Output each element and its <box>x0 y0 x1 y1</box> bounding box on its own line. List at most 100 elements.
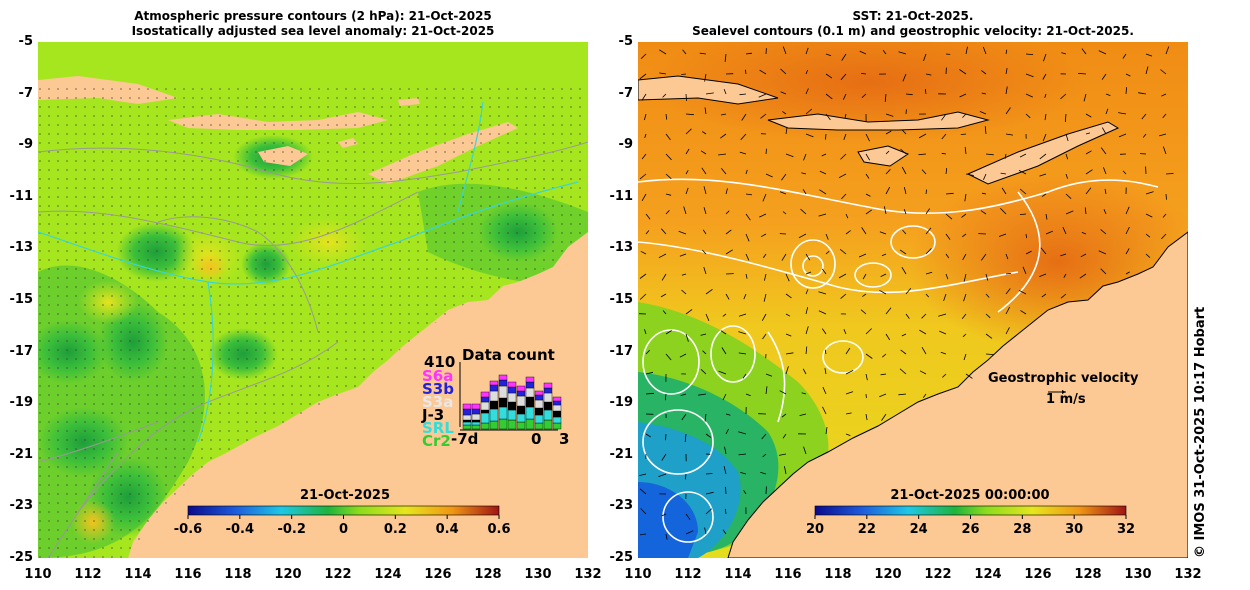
velocity-arrow <box>1085 187 1092 195</box>
velocity-arrow <box>979 111 987 115</box>
velocity-arrow <box>1162 213 1167 218</box>
velocity-arrow <box>705 433 712 438</box>
velocity-arrow <box>665 330 672 335</box>
velocity-arrow <box>838 273 847 279</box>
x-axis-label: 132 <box>1174 567 1202 582</box>
velocity-arrow <box>859 50 867 55</box>
colorbar-tick-label: 0.2 <box>383 522 407 537</box>
data-count-bar <box>534 422 544 430</box>
velocity-arrow <box>805 88 809 95</box>
velocity-arrow <box>720 167 727 175</box>
velocity-arrow <box>1105 93 1111 96</box>
velocity-arrow <box>985 293 990 298</box>
land-sumbawa-flores <box>767 111 990 131</box>
velocity-arrow <box>1078 73 1087 75</box>
data-count-bar <box>471 424 481 430</box>
data-count-bar <box>516 405 526 415</box>
velocity-arrow <box>1025 53 1034 55</box>
velocity-arrow <box>639 73 647 80</box>
velocity-arrow <box>1142 133 1147 138</box>
velocity-arrow <box>885 130 892 135</box>
x-axis-label: 120 <box>274 567 302 582</box>
velocity-arrow <box>925 293 930 298</box>
velocity-arrow <box>703 186 707 195</box>
velocity-arrow <box>865 373 868 381</box>
velocity-arrow <box>961 213 967 218</box>
velocity-arrow <box>1161 93 1167 97</box>
velocity-arrow <box>681 413 687 421</box>
velocity-arrow <box>1005 107 1011 115</box>
velocity-arrow <box>1100 268 1107 275</box>
velocity-arrow <box>1063 273 1067 278</box>
colorbar-tick-label: -0.2 <box>277 522 306 537</box>
velocity-arrow <box>845 433 851 436</box>
x-axis-label: 118 <box>224 567 252 582</box>
velocity-arrow <box>738 431 747 435</box>
x-axis-label: 122 <box>924 567 952 582</box>
velocity-arrow <box>945 273 949 280</box>
pressure-contours <box>38 141 588 558</box>
velocity-arrow <box>701 167 707 175</box>
velocity-arrow <box>1101 73 1107 80</box>
velocity-arrow <box>1141 113 1147 120</box>
velocity-arrow <box>885 150 890 155</box>
data-count-bar <box>525 406 535 420</box>
velocity-arrow <box>720 113 727 116</box>
velocity-arrow <box>861 73 867 75</box>
velocity-arrow <box>644 133 647 139</box>
velocity-arrow <box>901 166 907 175</box>
velocity-arrow <box>705 288 713 295</box>
velocity-arrow <box>923 53 927 61</box>
velocity-arrow <box>745 69 747 75</box>
velocity-arrow <box>743 490 747 495</box>
velocity-arrow <box>745 169 748 175</box>
velocity-arrow <box>658 253 667 259</box>
velocity-arrow <box>985 273 989 281</box>
velocity-arrow <box>705 508 712 515</box>
velocity-arrow <box>782 46 787 55</box>
velocity-arrow <box>822 386 827 395</box>
velocity-arrow <box>1065 153 1069 160</box>
velocity-arrow <box>943 293 947 302</box>
velocity-arrow <box>919 329 927 335</box>
velocity-arrow <box>825 133 827 140</box>
data-count-bar <box>480 391 490 398</box>
velocity-arrow <box>725 249 733 255</box>
data-count-axis-zero: 0 <box>531 430 542 448</box>
right-title-line2: Sealevel contours (0.1 m) and geostrophi… <box>692 24 1134 38</box>
velocity-arrow <box>818 310 827 315</box>
y-axis-label: -25 <box>609 550 634 565</box>
land-timor <box>966 121 1120 185</box>
data-count-bar <box>525 396 535 408</box>
satellite-label: S3b <box>422 380 454 398</box>
velocity-arrow <box>1084 207 1087 215</box>
velocity-arrow <box>1145 233 1151 238</box>
velocity-arrow <box>945 213 953 220</box>
velocity-arrow <box>1005 86 1008 95</box>
data-count-bar <box>525 376 535 383</box>
velocity-arrow <box>865 173 870 179</box>
velocity-arrow <box>1085 132 1091 135</box>
velocity-arrow <box>784 466 787 475</box>
velocity-arrow <box>681 289 687 295</box>
velocity-arrow <box>1005 49 1008 55</box>
velocity-arrow <box>1085 113 1092 118</box>
left-panel-title: Atmospheric pressure contours (2 hPa): 2… <box>38 9 588 39</box>
velocity-arrow <box>641 93 647 101</box>
velocity-arrow <box>885 113 894 117</box>
velocity-arrow <box>785 313 791 317</box>
colorbar-tick-label: 0.6 <box>487 522 511 537</box>
velocity-arrow <box>745 213 751 221</box>
velocity-arrow <box>861 227 867 235</box>
velocity-arrow <box>1005 133 1013 136</box>
velocity-arrow <box>680 393 687 396</box>
velocity-arrow <box>704 73 707 82</box>
velocity-arrow <box>885 307 892 315</box>
data-count-title: Data count <box>462 346 555 364</box>
velocity-arrow <box>718 153 727 156</box>
velocity-arrow <box>1062 226 1067 235</box>
velocity-arrow <box>1041 293 1047 298</box>
y-axis-label: -5 <box>618 34 633 49</box>
data-count-bar <box>552 396 562 402</box>
velocity-arrow <box>845 347 851 355</box>
